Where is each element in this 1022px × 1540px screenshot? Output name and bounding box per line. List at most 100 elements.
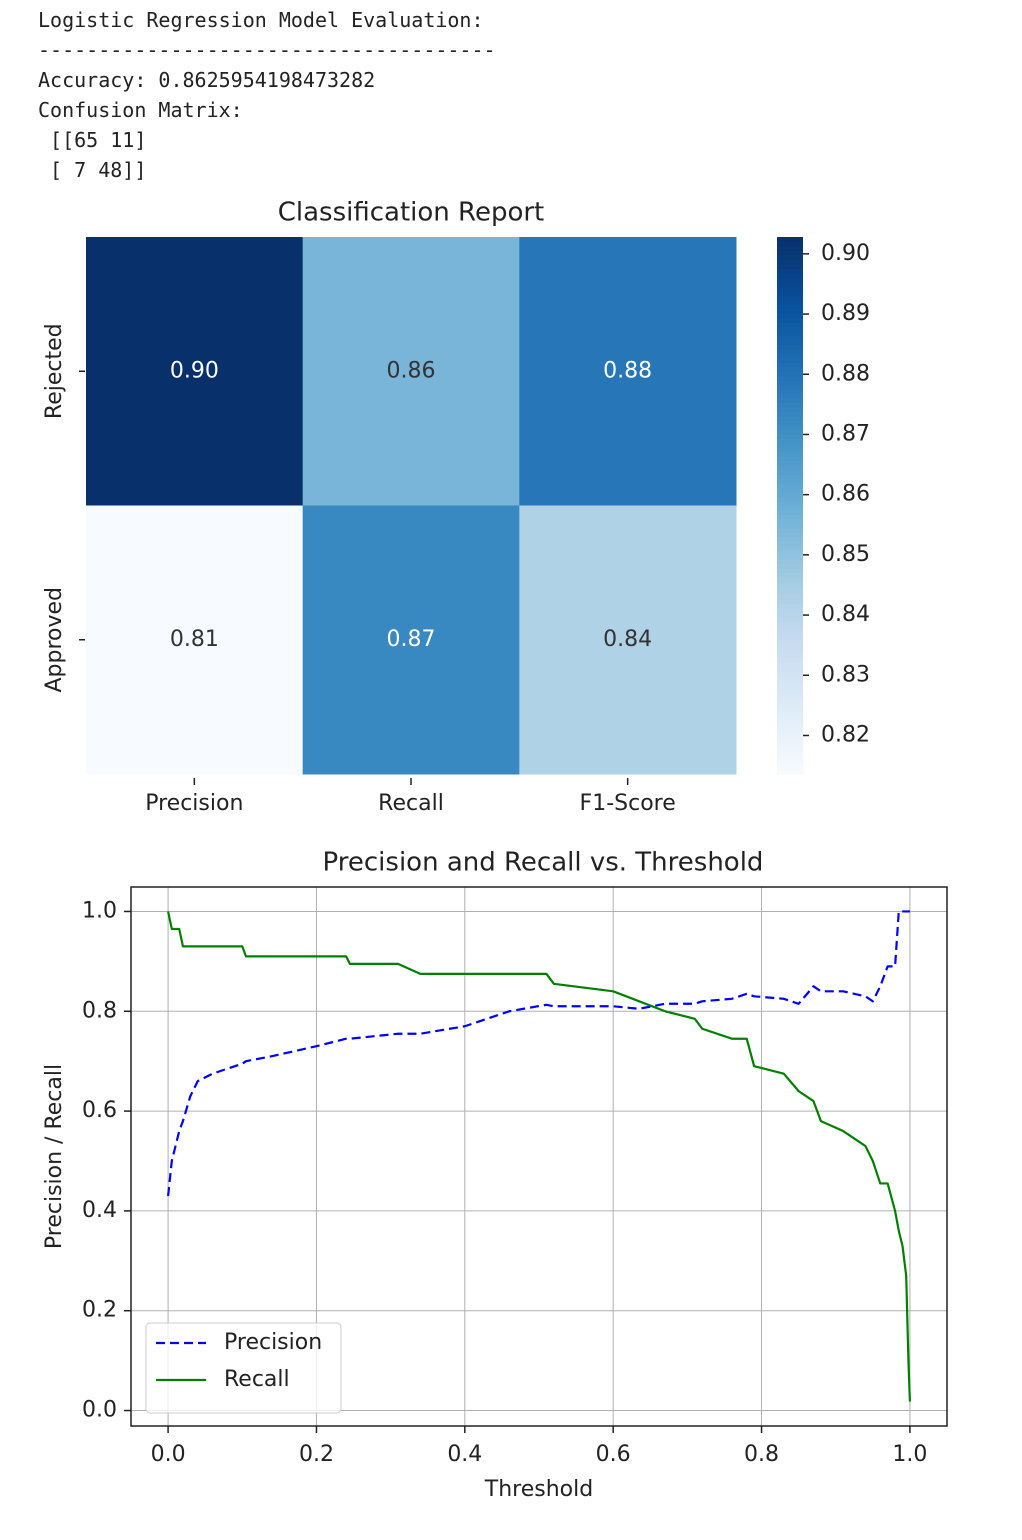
colorbar-segment [777, 460, 803, 466]
colorbar-segment [777, 237, 803, 242]
colorbar-segment [777, 254, 803, 260]
x-tick-label: 0.8 [744, 1442, 779, 1467]
colorbar-segment [777, 769, 803, 775]
heatmap-cell [86, 505, 304, 775]
colorbar-segment [777, 756, 803, 762]
colorbar-segment [777, 738, 803, 744]
heatmap-cell [519, 505, 737, 775]
colorbar-segment [777, 514, 803, 520]
colorbar-tick-label: 0.89 [821, 301, 870, 326]
colorbar-segment [777, 245, 803, 251]
colorbar-segment [777, 603, 803, 609]
colorbar-segment [777, 653, 803, 659]
colorbar-segment [777, 389, 803, 395]
colorbar-segment [777, 407, 803, 413]
colorbar-segment [777, 474, 803, 480]
colorbar-segment [777, 599, 803, 605]
colorbar-segment [777, 711, 803, 717]
colorbar-segment [777, 398, 803, 404]
y-tick-label: Rejected [42, 323, 67, 419]
cell-label: 0.81 [170, 627, 219, 652]
colorbar-segment [777, 487, 803, 493]
colorbar-segment [777, 402, 803, 408]
colorbar-segment [777, 344, 803, 350]
colorbar-segment [777, 438, 803, 444]
colorbar-tick-label: 0.85 [821, 542, 870, 567]
colorbar-segment [777, 626, 803, 632]
colorbar-segment [777, 720, 803, 726]
colorbar-segment [777, 586, 803, 592]
colorbar-segment [777, 353, 803, 359]
colorbar-tick-label: 0.82 [821, 722, 870, 747]
colorbar-tick-label: 0.90 [821, 241, 870, 266]
colorbar-segment [777, 299, 803, 305]
colorbar-segment [777, 263, 803, 269]
colorbar-segment [777, 715, 803, 721]
output-line: [ 7 48]] [38, 158, 147, 182]
colorbar-segment [777, 456, 803, 462]
colorbar-segment [777, 550, 803, 556]
colorbar-segment [777, 595, 803, 600]
colorbar-segment [777, 724, 803, 730]
colorbar-segment [777, 765, 803, 771]
cell-label: 0.84 [603, 627, 652, 652]
colorbar-segment [777, 483, 803, 489]
x-tick-label: F1-Score [580, 791, 676, 816]
colorbar-segment [777, 662, 803, 668]
y-tick-label: 0.0 [82, 1398, 117, 1423]
colorbar-segment [777, 671, 803, 677]
colorbar-segment [777, 563, 803, 569]
colorbar-segment [777, 442, 803, 448]
colorbar-segment [777, 259, 803, 265]
colorbar-segment [777, 465, 803, 471]
x-tick-label: Precision [145, 791, 243, 816]
colorbar-segment [777, 447, 803, 453]
legend-label: Recall [224, 1367, 290, 1392]
output-line: Accuracy: 0.8625954198473282 [38, 68, 376, 92]
colorbar-segment [777, 330, 803, 336]
x-tick-label: 0.6 [596, 1442, 631, 1467]
colorbar-segment [777, 335, 803, 341]
colorbar-segment [777, 371, 803, 377]
colorbar-segment [777, 536, 803, 542]
colorbar-segment [777, 286, 803, 292]
colorbar-segment [777, 429, 803, 435]
colorbar-segment [777, 420, 803, 426]
colorbar-segment [777, 541, 803, 547]
colorbar-segment [777, 380, 803, 386]
colorbar-tick-label: 0.83 [821, 662, 870, 687]
colorbar-segment [777, 424, 803, 430]
colorbar-segment [777, 630, 803, 636]
colorbar-segment [777, 375, 803, 381]
colorbar-segment [777, 554, 803, 560]
legend-label: Precision [224, 1330, 322, 1355]
colorbar-segment [777, 304, 803, 310]
colorbar-segment [777, 697, 803, 703]
colorbar-segment [777, 675, 803, 681]
colorbar-segment [777, 706, 803, 712]
colorbar-segment [777, 272, 803, 278]
colorbar-segment [777, 308, 803, 314]
colorbar-segment [777, 693, 803, 699]
colorbar-segment [777, 509, 803, 515]
colorbar-segment [777, 411, 803, 417]
text-output: Logistic Regression Model Evaluation: ---… [38, 5, 496, 185]
colorbar-segment [777, 416, 803, 421]
x-axis-label: Threshold [484, 1477, 593, 1502]
colorbar-segment [777, 617, 803, 623]
colorbar-segment [777, 666, 803, 672]
colorbar-segment [777, 277, 803, 283]
x-tick-label: 1.0 [892, 1442, 927, 1467]
x-tick-label: 0.0 [151, 1442, 186, 1467]
x-tick-label: 0.4 [447, 1442, 482, 1467]
colorbar-segment [777, 250, 803, 256]
colorbar-segment [777, 290, 803, 296]
y-tick-label: 0.8 [82, 998, 117, 1023]
colorbar-segment [777, 608, 803, 614]
colorbar-segment [777, 581, 803, 587]
chart-title: Precision and Recall vs. Threshold [323, 848, 764, 878]
colorbar-segment [777, 657, 803, 663]
colorbar-segment [777, 451, 803, 457]
